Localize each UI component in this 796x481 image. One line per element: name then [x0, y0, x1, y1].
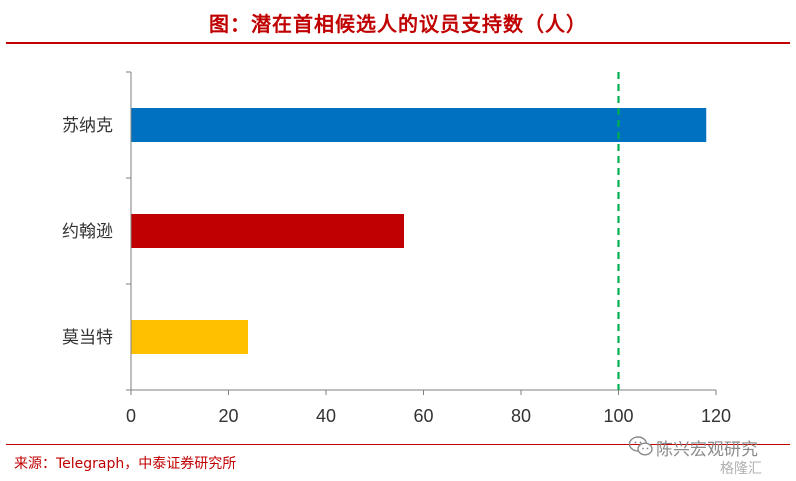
watermark-logo: 格隆汇 — [720, 461, 762, 477]
x-tick-label: 20 — [218, 406, 238, 426]
bar-1 — [131, 108, 707, 142]
watermark-channel: 陈兴宏观研究 — [656, 440, 758, 460]
x-axis: 0 20 40 60 80 100 120 — [126, 389, 731, 426]
bars-layer — [131, 108, 707, 354]
title-divider — [6, 42, 790, 44]
x-tick-label: 80 — [511, 406, 531, 426]
footer-divider — [6, 444, 790, 445]
bar-2 — [131, 214, 404, 248]
y-tick-label: 莫当特 — [62, 328, 113, 348]
watermark: 陈兴宏观研究 格隆汇 — [628, 434, 793, 478]
chart-title: 图：潜在首相候选人的议员支持数（人） — [209, 12, 587, 36]
y-tick-label: 苏纳克 — [62, 116, 113, 136]
x-tick-label: 120 — [701, 406, 731, 426]
x-tick-label: 60 — [413, 406, 433, 426]
source-note: 来源：Telegraph，中泰证券研究所 — [14, 456, 237, 472]
bar-3 — [131, 320, 248, 354]
x-tick-label: 0 — [126, 406, 136, 426]
wechat-icon — [628, 436, 653, 456]
y-tick-label: 约翰逊 — [62, 222, 113, 242]
x-tick-label: 40 — [316, 406, 336, 426]
x-tick-label: 100 — [603, 406, 633, 426]
